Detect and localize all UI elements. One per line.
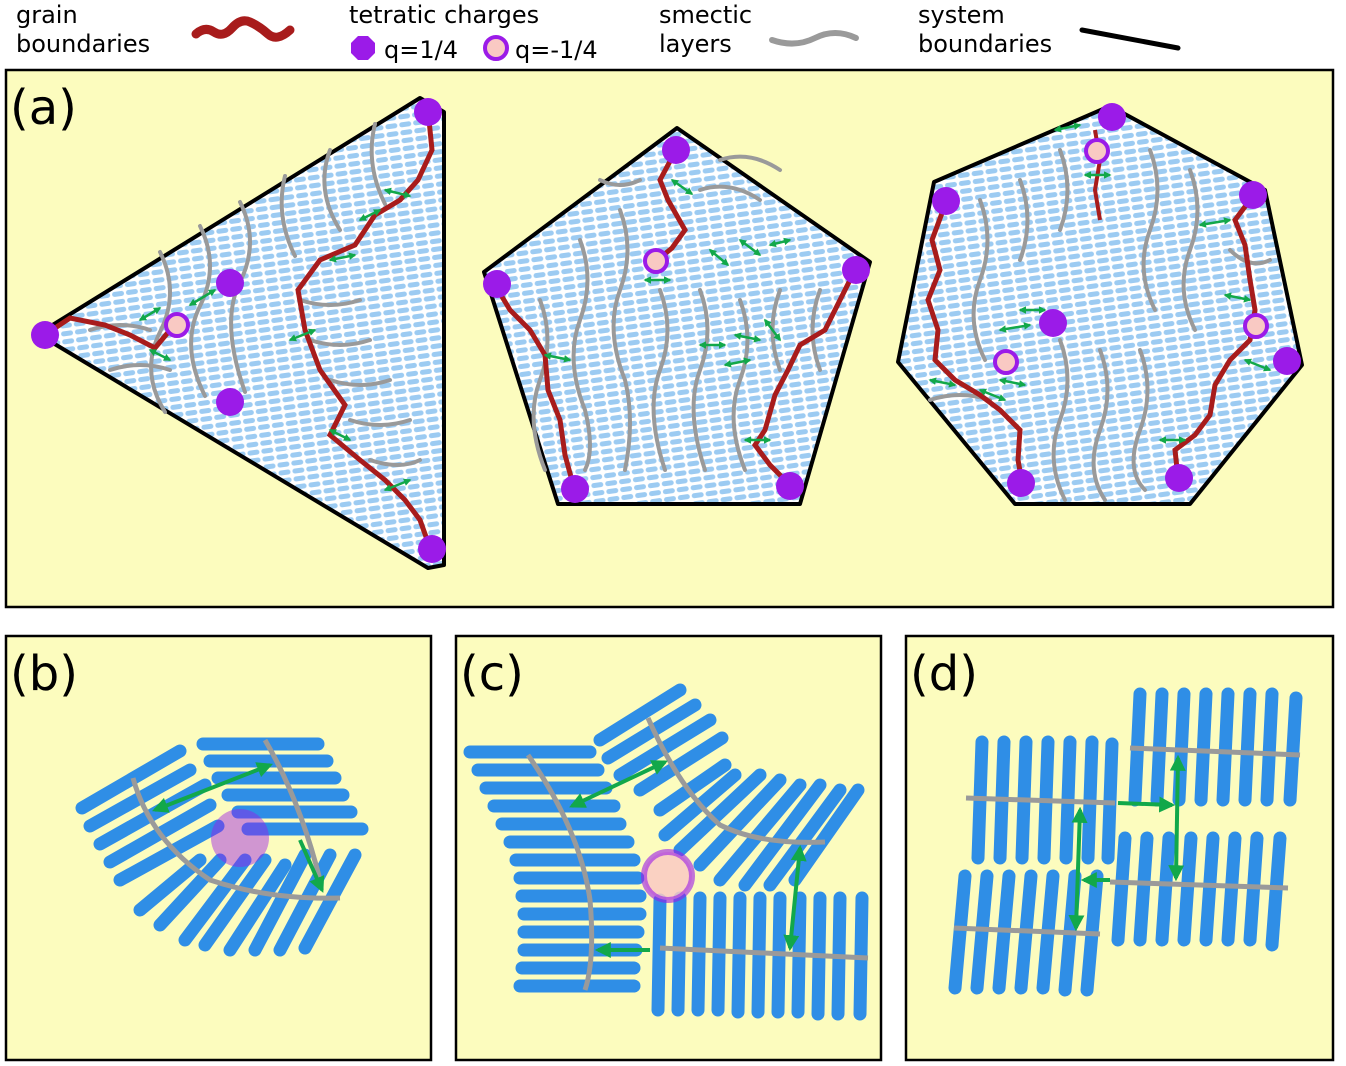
charge-negative: [1243, 313, 1269, 339]
legend-q-neg-label: q=-1/4: [515, 36, 598, 64]
panel-b-smectic-layer-1: [130, 777, 341, 901]
panel-d-label: (d): [910, 646, 978, 702]
triangle-domain: [31, 96, 446, 570]
panel-b-frame: [4, 634, 433, 1062]
charge-positive: [932, 187, 960, 215]
panel-c-arrows: [569, 760, 807, 958]
panel-b: (b): [4, 634, 433, 1062]
panel-c-smectic-layer-2: [645, 716, 826, 845]
panel-b-positive-charge: [211, 809, 269, 867]
pentagon-arrows: [543, 178, 792, 444]
charge-positive: [842, 256, 870, 284]
legend-system-label-1: system: [918, 1, 1005, 29]
panel-c-label: (c): [460, 646, 524, 702]
legend-smectic-label-2: layers: [659, 30, 732, 58]
heptagon-domain: [896, 103, 1304, 506]
charge-negative: [993, 349, 1019, 375]
panel-a: (a): [4, 68, 1335, 609]
charge-positive: [216, 269, 244, 297]
panel-d-smectic-layers: [953, 745, 1301, 937]
pentagon-grain-boundary-3: [751, 268, 858, 487]
charge-negative: [643, 248, 669, 274]
pentagon-grain-boundary-1: [653, 148, 688, 264]
panel-c-smectic-layer-3: [659, 945, 869, 961]
charge-positive: [1039, 309, 1067, 337]
panel-d: (d): [904, 634, 1335, 1062]
charge-positive: [418, 535, 446, 563]
charge-positive: [31, 321, 59, 349]
charge-positive: [1239, 181, 1267, 209]
panel-c: (c): [454, 634, 883, 1062]
heptagon-charges: [932, 103, 1301, 497]
charge-negative: [164, 312, 190, 338]
legend-system-swatch: [1079, 27, 1181, 51]
charge-positive: [1098, 103, 1126, 131]
triangle-smectic-layers: [88, 122, 422, 467]
charge-positive: [1007, 469, 1035, 497]
legend-q-pos-label: q=1/4: [384, 36, 458, 64]
charge-negative: [1084, 138, 1110, 164]
panel-b-arrows: [152, 762, 325, 893]
legend-smectic-label-1: smectic: [659, 1, 752, 29]
legend-smectic-swatch: [769, 30, 859, 47]
legend-system-label-2: boundaries: [918, 30, 1052, 58]
panel-c-negative-charge: [641, 849, 695, 903]
charge-positive: [414, 98, 442, 126]
charge-positive: [1273, 347, 1301, 375]
legend-positive-charge-icon: [351, 36, 375, 60]
legend: grain boundaries tetratic charges q=1/4 …: [16, 1, 1181, 64]
legend-grain-label-2: boundaries: [16, 30, 150, 58]
pentagon-charges: [483, 136, 870, 503]
triangle-arrows: [138, 187, 412, 492]
panel-a-label: (a): [10, 80, 77, 136]
charge-positive: [662, 136, 690, 164]
pentagon-grain-boundary-2: [492, 283, 577, 489]
panel-b-smectic-layer-2: [262, 738, 323, 881]
charge-positive: [776, 472, 804, 500]
pentagon-domain: [482, 126, 872, 506]
legend-grain-label-1: grain: [16, 1, 78, 29]
panel-d-arrows: [1068, 754, 1186, 932]
charge-positive: [483, 270, 511, 298]
panel-b-label: (b): [10, 646, 78, 702]
legend-grain-swatch: [191, 16, 295, 42]
charge-positive: [1165, 464, 1193, 492]
triangle-grain-boundary-2: [44, 315, 172, 352]
legend-negative-charge-icon: [483, 35, 509, 61]
charge-positive: [216, 388, 244, 416]
heptagon-grain-boundary-3: [1172, 198, 1258, 479]
charge-positive: [561, 475, 589, 503]
panel-c-smectic-layer-1: [525, 753, 595, 991]
triangle-charges: [31, 98, 446, 563]
heptagon-smectic-layers: [928, 148, 1272, 502]
legend-charges-label: tetratic charges: [349, 1, 539, 29]
pentagon-smectic-layers: [531, 154, 822, 472]
heptagon-arrows: [928, 122, 1272, 444]
heptagon-grain-boundary-2: [925, 204, 1025, 483]
